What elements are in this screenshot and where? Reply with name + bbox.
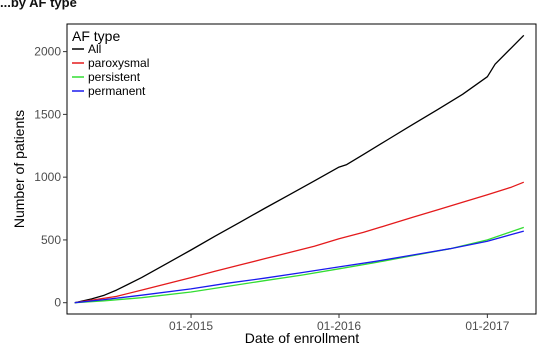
legend-label-all: All [88,42,101,56]
series-line-paroxysmal [74,181,525,304]
y-axis: 0 500 1000 1500 2000 [34,45,67,310]
plot-panel-border [66,23,537,315]
series-line-persistent [74,226,525,304]
y-tick-label: 1000 [34,170,61,184]
y-tick-label: 500 [41,233,61,247]
series-line-permanent [74,230,524,304]
x-tick-label: 01-2017 [465,319,509,333]
legend-label-permanent: permanent [88,84,146,98]
legend-background [69,27,169,103]
y-tick-label: 2000 [34,45,61,59]
x-tick-label: 01-2015 [169,319,213,333]
chart-partial-title: ...by AF type [0,0,77,10]
x-axis-title: Date of enrollment [245,330,360,346]
y-axis-title: Number of patients [11,110,27,228]
y-tick-label: 0 [54,296,61,310]
y-tick-label: 1500 [34,107,61,121]
legend-title: AF type [72,28,120,44]
series-line-all [74,34,525,304]
x-tick-label: 01-2016 [317,319,361,333]
series-lines [74,34,525,304]
x-axis: 01-2015 01-2016 01-2017 [169,314,510,333]
legend-label-paroxysmal: paroxysmal [88,56,149,70]
legend-label-persistent: persistent [88,70,141,84]
